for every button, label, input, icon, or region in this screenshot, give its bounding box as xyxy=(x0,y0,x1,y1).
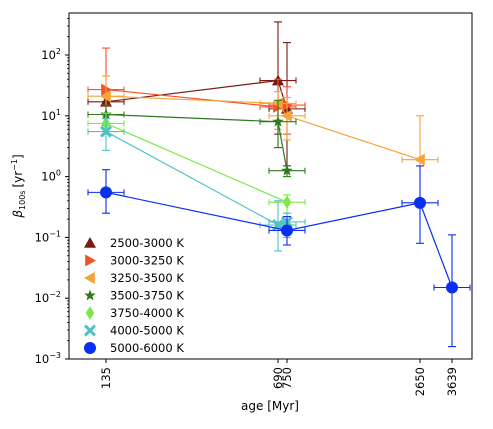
data-point-marker xyxy=(84,237,96,248)
y-axis-unit: [yr xyxy=(11,171,25,188)
y-axis-exponent: −1 xyxy=(10,159,19,171)
series-layer xyxy=(87,21,471,348)
data-point-marker xyxy=(85,254,96,267)
data-point-marker xyxy=(282,195,292,210)
x-tick-label: 2650 xyxy=(413,367,427,396)
series-group xyxy=(87,165,471,348)
data-point-marker xyxy=(100,125,112,138)
data-point-marker xyxy=(85,306,95,320)
series-group xyxy=(87,118,306,252)
series-line xyxy=(105,122,288,203)
legend: 2500-3000 K 3000-3250 K 3250-3500 K 3500-37… xyxy=(84,236,184,355)
x-tick-label: 750 xyxy=(280,367,294,389)
legend-label: 2500-3000 K xyxy=(110,236,184,250)
y-tick-label: 10−3 xyxy=(35,351,61,366)
y-tick-label: 102 xyxy=(41,47,61,62)
legend-label: 4000-5000 K xyxy=(110,324,184,338)
data-point-marker xyxy=(281,109,292,122)
data-point-marker xyxy=(100,90,111,103)
series-line xyxy=(105,95,421,161)
legend-label: 5000-6000 K xyxy=(110,341,184,355)
y-axis-subscript: 100s xyxy=(18,191,27,210)
data-point-marker xyxy=(84,272,95,284)
data-point-marker xyxy=(281,164,293,176)
data-point-marker xyxy=(84,289,96,301)
svg-text:β100s[yr−1]: β100s [yr−1] xyxy=(10,154,27,218)
series-group xyxy=(87,47,306,149)
data-point-marker xyxy=(100,186,112,199)
y-axis-close: ] xyxy=(11,154,25,159)
y-tick-label: 10−2 xyxy=(35,290,61,305)
data-point-marker xyxy=(84,342,96,354)
x-axis-title: age [Myr] xyxy=(241,399,299,413)
legend-label: 3500-3750 K xyxy=(110,289,184,303)
x-tick-label: 135 xyxy=(99,367,113,389)
y-axis-symbol: β xyxy=(11,210,25,219)
data-point-marker xyxy=(281,224,293,237)
series-group xyxy=(87,99,306,178)
data-point-marker xyxy=(414,153,425,166)
y-tick-label: 100 xyxy=(41,169,61,184)
data-point-marker xyxy=(272,115,284,127)
series-group xyxy=(87,21,306,167)
legend-label: 3000-3250 K xyxy=(110,254,184,268)
x-tick-label: 3639 xyxy=(445,367,459,396)
series-group xyxy=(87,112,306,214)
data-point-marker xyxy=(282,99,293,112)
y-tick-label: 10−1 xyxy=(35,229,61,244)
data-point-marker xyxy=(414,196,426,209)
legend-label: 3750-4000 K xyxy=(110,306,184,320)
y-tick-label: 101 xyxy=(41,108,61,123)
data-point-marker xyxy=(84,324,96,337)
series-line xyxy=(105,191,453,288)
x-tick-label: 690 xyxy=(271,367,285,389)
y-axis-title: β100s [yr−1] xyxy=(10,154,27,218)
legend-label: 3250-3500 K xyxy=(110,271,184,285)
data-point-marker xyxy=(446,281,458,294)
series-group xyxy=(87,75,439,202)
data-point-marker xyxy=(101,83,112,96)
